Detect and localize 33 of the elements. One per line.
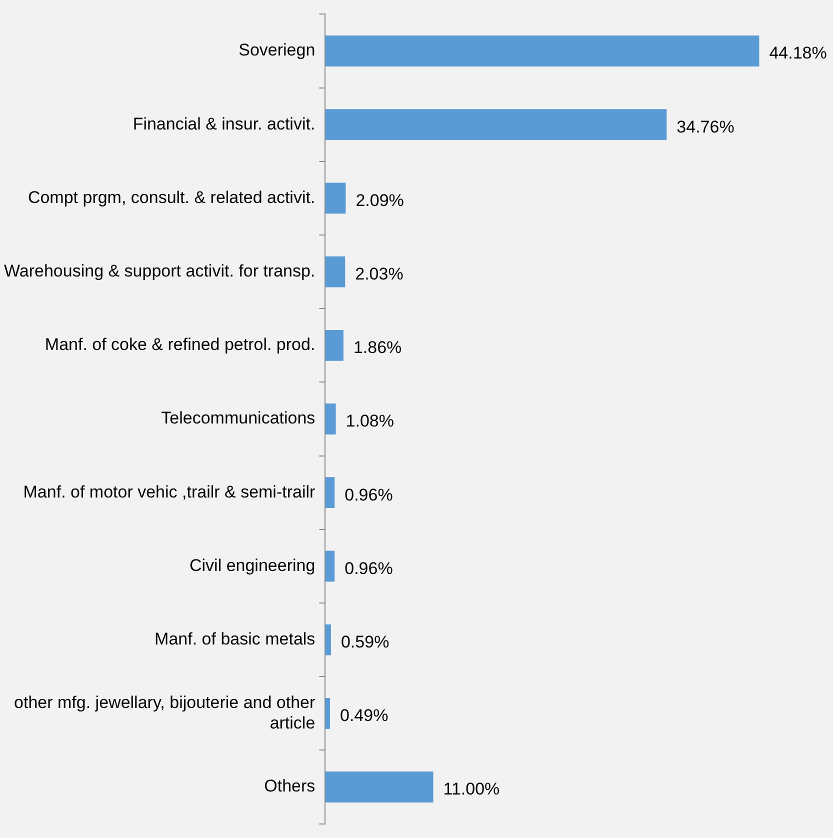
data-label: 1.86% [353, 338, 402, 358]
bar [325, 109, 667, 140]
data-label: 0.96% [344, 485, 393, 504]
bar [325, 182, 346, 214]
y-tick-label: Civil engineering [189, 556, 316, 575]
bar [325, 256, 346, 288]
bar [325, 330, 344, 361]
bar [325, 550, 335, 582]
data-label: 11.00% [443, 780, 500, 799]
data-label: 0.49% [340, 706, 388, 726]
bar [325, 624, 331, 656]
bar [325, 36, 760, 66]
y-tick-label: Others [264, 776, 316, 796]
bar [325, 772, 434, 802]
data-label: 2.03% [355, 264, 404, 284]
bar [325, 477, 335, 508]
data-label: 44.18% [769, 44, 827, 63]
data-label: 2.09% [356, 190, 404, 210]
y-tick-label: Manf. of coke & refined petrol. prod. [44, 335, 316, 354]
bar [325, 404, 336, 434]
data-label: 0.59% [340, 632, 390, 652]
y-tick-label: Manf. of basic metals [154, 629, 316, 648]
y-tick-label: Financial & insur. activit. [132, 114, 316, 134]
y-tick-label: Manf. of motor vehic ,trailr & semi-trailr [23, 482, 316, 502]
data-label: 0.96% [344, 558, 393, 578]
data-label: 1.08% [346, 412, 394, 431]
y-tick-label: Compt prgm, consult. & related activit. [28, 188, 316, 207]
y-tick-label: Soveriegn [238, 40, 316, 60]
y-tick-label: other mfg. jewellary, bijouterie and other article [14, 692, 316, 732]
bar [325, 698, 330, 729]
y-tick-label: Telecommunications [161, 408, 316, 428]
data-label: 34.76% [676, 117, 734, 136]
y-tick-label: Warehousing & support activit. for transp. [4, 261, 316, 280]
